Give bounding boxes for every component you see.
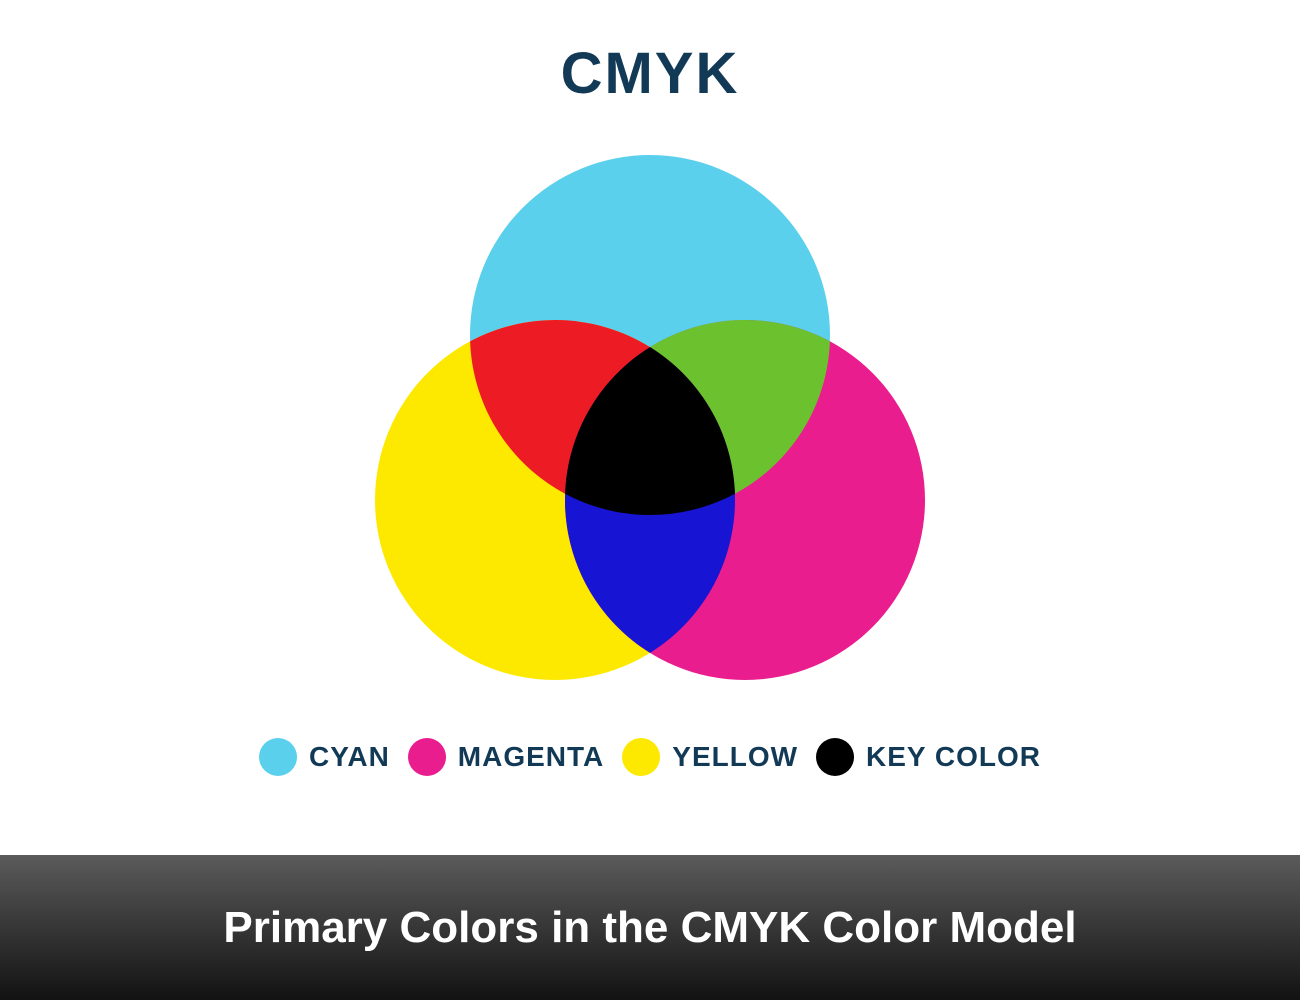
swatch-yellow: [622, 738, 660, 776]
legend-item-yellow: YELLOW: [622, 738, 798, 776]
caption-text: Primary Colors in the CMYK Color Model: [223, 903, 1076, 953]
legend-item-key: KEY COLOR: [816, 738, 1041, 776]
legend-label-key: KEY COLOR: [866, 741, 1041, 773]
diagram-title: CMYK: [561, 40, 740, 107]
legend-label-magenta: MAGENTA: [458, 741, 604, 773]
legend: CYAN MAGENTA YELLOW KEY COLOR: [259, 738, 1041, 776]
venn-diagram: [340, 140, 960, 700]
legend-item-cyan: CYAN: [259, 738, 390, 776]
legend-label-yellow: YELLOW: [672, 741, 798, 773]
diagram-area: CMYK CYAN MAGENTA YELLOW KEY COLOR: [31, 0, 1269, 816]
swatch-cyan: [259, 738, 297, 776]
swatch-magenta: [408, 738, 446, 776]
legend-label-cyan: CYAN: [309, 741, 390, 773]
caption-bar: Primary Colors in the CMYK Color Model: [0, 855, 1300, 1000]
swatch-key: [816, 738, 854, 776]
legend-item-magenta: MAGENTA: [408, 738, 604, 776]
venn-svg: [340, 140, 960, 700]
